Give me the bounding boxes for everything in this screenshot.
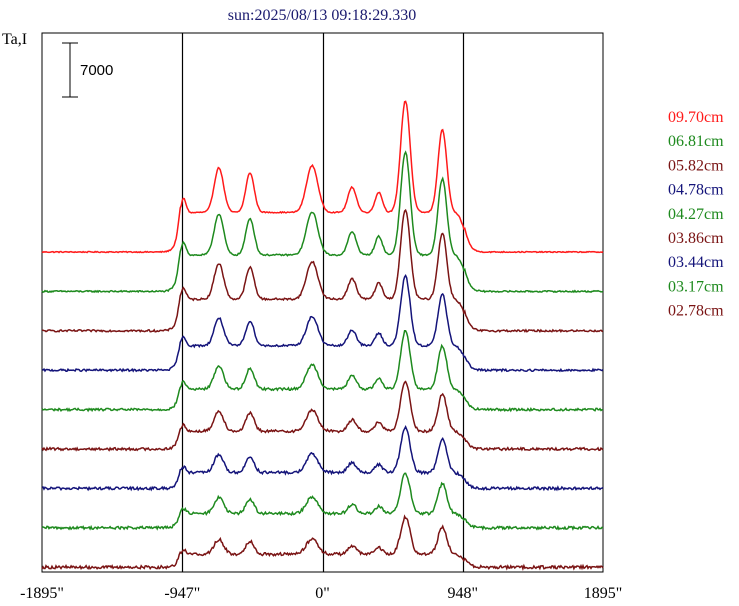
legend-entry: 02.78cm	[668, 303, 724, 320]
legend-entry: 04.27cm	[668, 206, 724, 223]
legend-entry: 05.82cm	[668, 157, 724, 174]
vertical-lines	[181, 33, 465, 572]
series-line-02.78cm	[41, 514, 604, 571]
x-tick-label: -1895"	[20, 585, 64, 602]
scale-bar-label: 7000	[80, 62, 113, 79]
series-line-04.78cm	[41, 273, 604, 373]
legend-entry: 09.70cm	[668, 109, 724, 126]
series-line-03.17cm	[41, 472, 604, 531]
series-line-09.70cm	[41, 100, 604, 254]
legend-entry: 03.17cm	[668, 278, 724, 295]
series-lines	[41, 100, 604, 571]
legend-entry: 03.86cm	[668, 230, 724, 247]
legend-entry: 04.78cm	[668, 182, 724, 199]
x-tick-label: 0"	[315, 585, 330, 602]
x-tick-labels: -1895" -947" 0" 948" 1895"	[20, 585, 622, 602]
series-line-03.86cm	[41, 380, 604, 452]
legend-entry: 03.44cm	[668, 254, 724, 271]
chart-title: sun:2025/08/13 09:18:29.330	[228, 7, 416, 24]
scale-bar: 7000	[62, 42, 113, 98]
x-tick-label: -947"	[164, 585, 200, 602]
y-axis-label: Ta,I	[2, 31, 27, 48]
plot-frame	[41, 32, 604, 573]
series-line-03.44cm	[41, 425, 604, 492]
series-line-04.27cm	[41, 329, 604, 413]
legend-entry: 06.81cm	[668, 133, 724, 150]
series-line-06.81cm	[41, 150, 604, 294]
series-line-05.82cm	[42, 208, 604, 334]
x-tick-label: 1895"	[584, 585, 623, 602]
x-tick-label: 948"	[448, 585, 479, 602]
legend: 09.70cm 06.81cm 05.82cm 04.78cm 04.27cm 03.86…	[668, 109, 724, 320]
